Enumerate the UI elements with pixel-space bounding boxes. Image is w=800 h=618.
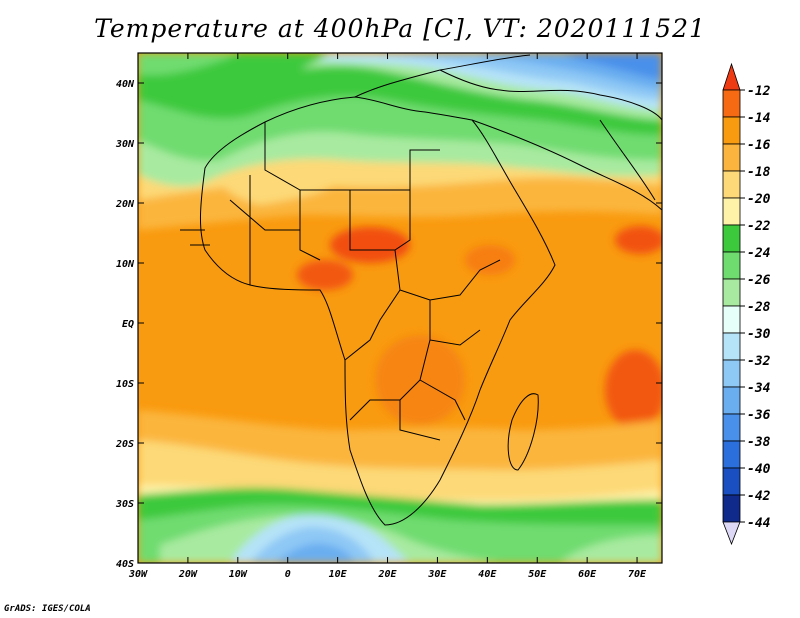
lon-tick-label: 20W [178, 569, 198, 580]
lon-tick-label: 70E [628, 569, 647, 580]
colorbar-label: -26 [747, 273, 771, 288]
colorbar-label: -42 [747, 489, 771, 504]
credit-label: GrADS: IGES/COLA [4, 604, 91, 614]
colorbar-label: -40 [747, 462, 771, 477]
lon-tick-label: 30W [128, 569, 148, 580]
colorbar-box [722, 440, 741, 469]
colorbar-label: -38 [747, 435, 771, 450]
lat-tick-label: 30S [115, 499, 134, 510]
latitude-axis: 40N 30N 20N 10N EQ 10S 20S 30S 40S [115, 79, 662, 570]
lat-tick-label: 10N [116, 259, 135, 270]
lon-tick-label: 60E [578, 569, 597, 580]
lat-tick-label: EQ [122, 319, 134, 330]
colorbar-box [722, 332, 741, 361]
colorbar-box [722, 251, 741, 280]
colorbar-box [722, 197, 741, 226]
colorbar-label: -30 [747, 327, 771, 342]
colorbar-label: -12 [747, 84, 771, 99]
lat-tick-label: 30N [115, 139, 135, 150]
colorbar-label: -14 [747, 111, 771, 126]
lon-tick-label: 50E [528, 569, 547, 580]
lon-tick-label: 10W [229, 569, 248, 580]
colorbar-box [722, 143, 741, 172]
colorbar-box [722, 305, 741, 334]
colorbar-box [722, 224, 741, 253]
colorbar-box [722, 494, 741, 523]
colorbar-label: -36 [747, 408, 771, 423]
colorbar-label: -22 [747, 219, 771, 234]
coastlines [180, 54, 662, 526]
colorbar-label: -32 [747, 354, 771, 369]
lon-tick-label: 10E [329, 569, 348, 580]
colorbar-box [722, 89, 741, 118]
colorbar-label: -16 [747, 138, 771, 153]
temperature-field [138, 53, 662, 563]
colorbar-box [722, 413, 741, 442]
colorbar-label: -28 [747, 300, 771, 315]
colorbar-label: -44 [747, 516, 771, 531]
colorbar-box [722, 116, 741, 145]
lat-tick-label: 20S [115, 439, 134, 450]
colorbar-box [722, 467, 741, 496]
lon-tick-label: 40E [478, 569, 497, 580]
colorbar: -12 -14 -16 -18 -20 -22 -24 -26 -28 -30 -32 -34 -36 -… [722, 62, 771, 546]
plot-frame [137, 52, 663, 564]
colorbar-box [722, 359, 741, 388]
lat-tick-label: 20N [115, 199, 135, 210]
lon-tick-label: 30E [427, 569, 447, 580]
colorbar-bottom-arrow [722, 521, 741, 546]
lon-tick-label: 0 [285, 569, 291, 580]
colorbar-box [722, 386, 741, 415]
lon-tick-label: 20E [377, 569, 397, 580]
chart-title: Temperature at 400hPa [C], VT: 202011152… [94, 14, 706, 43]
lat-tick-label: 10S [116, 379, 134, 390]
colorbar-box [722, 278, 741, 307]
longitude-axis: 30W 20W 10W 0 10E 20E 30E 40E 50E 60E 70E [128, 53, 647, 580]
colorbar-label: -20 [747, 192, 771, 207]
lat-tick-label: 40S [116, 559, 134, 570]
colorbar-label: -18 [747, 165, 771, 180]
colorbar-top-arrow [722, 62, 741, 91]
colorbar-box [722, 170, 741, 199]
lat-tick-label: 40N [116, 79, 135, 90]
colorbar-label: -24 [747, 246, 771, 261]
colorbar-label: -34 [747, 381, 771, 396]
